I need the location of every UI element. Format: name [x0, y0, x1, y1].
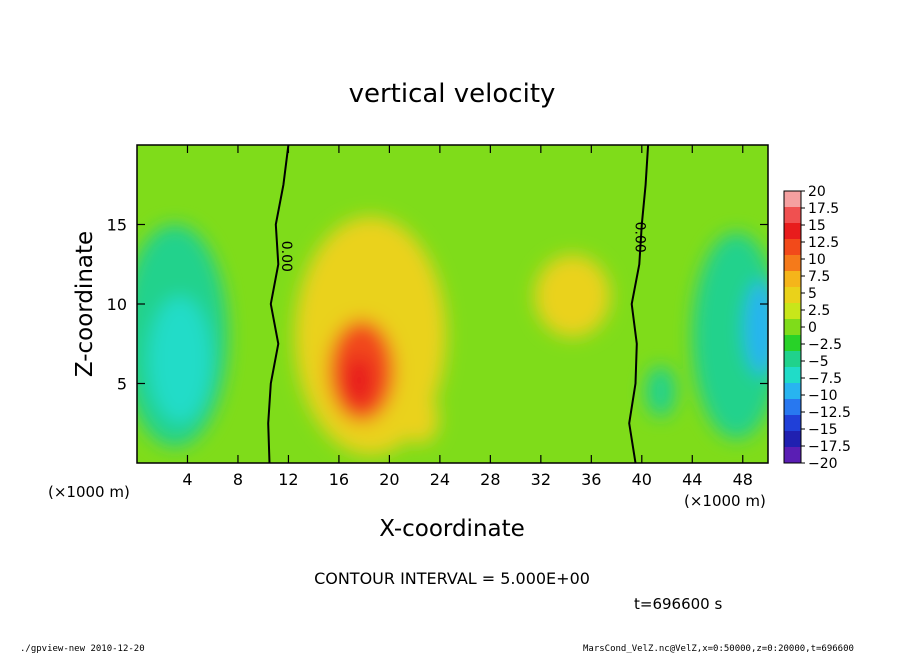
colorbar-swatch-14	[784, 415, 801, 432]
field-blob-8	[403, 393, 439, 444]
colorbar-swatch-6	[784, 287, 801, 304]
contour-label-1: 0.00	[632, 222, 648, 253]
x-unit-right: (×1000 m)	[684, 492, 766, 510]
x-tick-label-12: 12	[278, 470, 298, 489]
colorbar-label-11: −7.5	[808, 371, 842, 387]
colorbar-label-1: 17.5	[808, 201, 839, 217]
x-tick-label-44: 44	[682, 470, 702, 489]
colorbar-label-0: 20	[808, 184, 826, 200]
plot-background	[137, 145, 768, 463]
colorbar-label-7: 2.5	[808, 303, 830, 319]
x-tick-label-32: 32	[531, 470, 551, 489]
contour-label-0: 0.00	[278, 241, 294, 272]
x-tick-label-16: 16	[329, 470, 349, 489]
zero-contours	[267, 145, 650, 463]
colorbar-label-14: −15	[808, 422, 838, 438]
timestamp-text: t=696600 s	[634, 595, 722, 613]
colorbar-swatch-8	[784, 319, 801, 336]
x-tick-label-20: 20	[379, 470, 399, 489]
x-tick-label-8: 8	[233, 470, 243, 489]
field-blob-1	[148, 296, 212, 424]
footer-left: ./gpview-new 2010-12-20	[20, 644, 145, 654]
footer-right: MarsCond_VelZ.nc@VelZ,x=0:50000,z=0:2000…	[583, 644, 854, 654]
colorbar-swatch-10	[784, 351, 801, 368]
colorbar-label-6: 5	[808, 286, 817, 302]
colorbar-swatch-3	[784, 239, 801, 256]
y-axis-ticks: 5 10 15	[107, 216, 768, 394]
colorbar-label-12: −10	[808, 388, 838, 404]
colorbar-label-2: 15	[808, 218, 826, 234]
colorbar-label-5: 7.5	[808, 269, 830, 285]
colorbar-label-9: −2.5	[808, 337, 842, 353]
zero-contour-0	[267, 145, 290, 463]
field-blob-3	[744, 280, 768, 376]
plot-area	[137, 145, 768, 463]
colorbar: 2017.51512.5107.552.50−2.5−5−7.5−10−12.5…	[783, 184, 851, 472]
field-blob-7	[343, 354, 375, 406]
y-tick-label-15: 15	[107, 216, 127, 235]
x-tick-label-24: 24	[430, 470, 450, 489]
field-blob-4	[645, 366, 676, 417]
x-tick-label-36: 36	[581, 470, 601, 489]
colorbar-swatch-15	[784, 431, 801, 448]
x-tick-label-48: 48	[733, 470, 753, 489]
colorbar-swatch-5	[784, 271, 801, 288]
x-tick-label-4: 4	[182, 470, 192, 489]
y-tick-label-5: 5	[117, 375, 127, 394]
colorbar-swatch-4	[784, 255, 801, 272]
x-tick-label-28: 28	[480, 470, 500, 489]
colorbar-swatch-0	[784, 191, 801, 208]
colorbar-label-8: 0	[808, 320, 817, 336]
colorbar-swatch-11	[784, 367, 801, 384]
contour-interval-text: CONTOUR INTERVAL = 5.000E+00	[314, 569, 590, 588]
colorbar-label-4: 10	[808, 252, 826, 268]
x-axis-label: X-coordinate	[379, 516, 525, 542]
colorbar-label-3: 12.5	[808, 235, 839, 251]
velocity-field	[137, 216, 768, 456]
x-tick-label-40: 40	[632, 470, 652, 489]
colorbar-swatch-9	[784, 335, 801, 352]
contour-labels: 0.00 0.00	[278, 222, 647, 272]
colorbar-swatch-7	[784, 303, 801, 320]
colorbar-label-10: −5	[808, 354, 829, 370]
colorbar-label-16: −20	[808, 456, 838, 472]
colorbar-swatch-2	[784, 223, 801, 240]
colorbar-swatch-13	[784, 399, 801, 416]
chart-title: vertical velocity	[349, 79, 556, 109]
colorbar-swatch-12	[784, 383, 801, 400]
y-tick-label-10: 10	[107, 295, 127, 314]
x-axis-ticks: 4 8 12 16 20 24 28 32 36 40 44 48	[182, 145, 753, 489]
x-unit-left: (×1000 m)	[48, 483, 130, 501]
y-axis-label: Z-coordinate	[72, 231, 98, 377]
colorbar-swatch-16	[784, 447, 801, 464]
field-blob-9	[534, 254, 611, 338]
field-blob-2	[692, 232, 768, 440]
zero-contour-1	[628, 145, 650, 463]
colorbar-swatch-1	[784, 207, 801, 224]
colorbar-label-15: −17.5	[808, 439, 851, 455]
colorbar-label-13: −12.5	[808, 405, 851, 421]
